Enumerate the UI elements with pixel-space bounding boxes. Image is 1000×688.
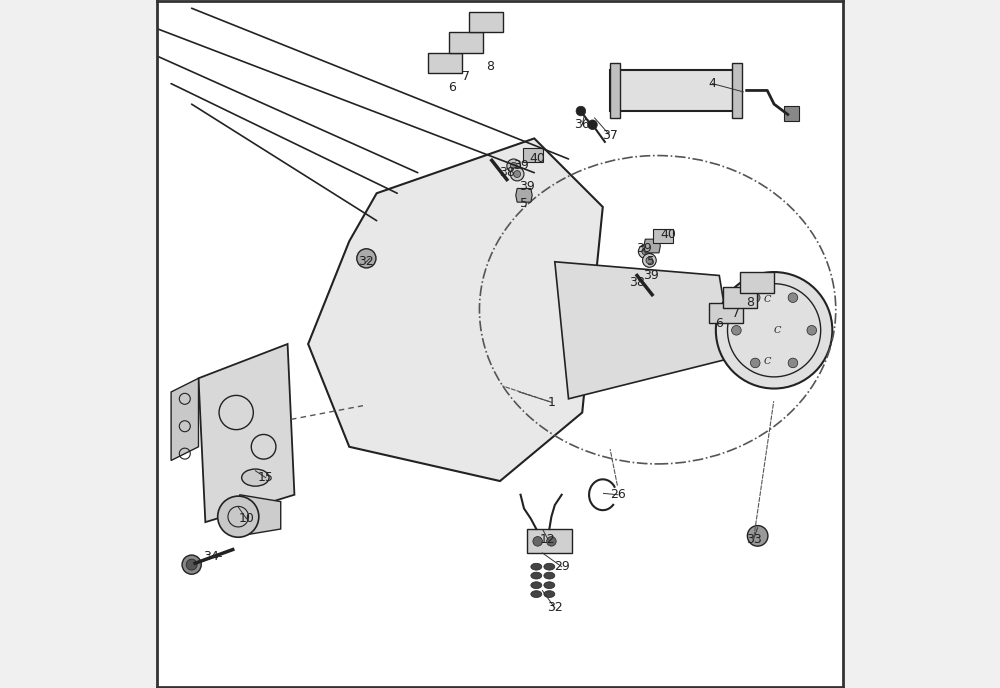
Bar: [740, 272, 774, 292]
Text: 5: 5: [520, 197, 528, 210]
Text: 8: 8: [746, 297, 754, 310]
Bar: [723, 287, 757, 308]
Bar: [449, 32, 483, 53]
Circle shape: [182, 555, 201, 574]
Bar: [469, 12, 503, 32]
Circle shape: [716, 272, 832, 389]
Text: 4: 4: [708, 77, 716, 90]
Text: 40: 40: [660, 228, 676, 241]
Text: 39: 39: [513, 160, 528, 172]
Text: 7: 7: [732, 307, 740, 320]
Polygon shape: [171, 378, 199, 460]
Circle shape: [732, 325, 741, 335]
Circle shape: [750, 358, 760, 367]
Text: 37: 37: [602, 129, 618, 142]
Text: 8: 8: [486, 60, 494, 73]
Bar: [428, 53, 462, 74]
Bar: [610, 70, 733, 111]
Bar: [610, 63, 620, 118]
Text: 7: 7: [462, 70, 470, 83]
Text: 29: 29: [554, 560, 570, 573]
Circle shape: [588, 120, 597, 129]
Circle shape: [646, 257, 653, 264]
Text: 15: 15: [258, 471, 274, 484]
Polygon shape: [516, 189, 532, 202]
Ellipse shape: [531, 582, 542, 589]
Text: 38: 38: [629, 276, 645, 289]
Circle shape: [510, 162, 517, 169]
Circle shape: [788, 358, 798, 367]
Circle shape: [514, 171, 521, 178]
Bar: [523, 148, 543, 162]
Circle shape: [788, 293, 798, 303]
Circle shape: [747, 526, 768, 546]
Circle shape: [642, 248, 649, 255]
Bar: [732, 63, 742, 118]
Polygon shape: [555, 261, 733, 399]
Text: 32: 32: [359, 255, 374, 268]
Circle shape: [186, 559, 197, 570]
Text: 26: 26: [610, 488, 626, 502]
Text: 6: 6: [715, 317, 723, 330]
Circle shape: [643, 254, 656, 267]
Text: 34: 34: [203, 550, 219, 563]
Circle shape: [533, 537, 542, 546]
Ellipse shape: [544, 572, 555, 579]
Polygon shape: [644, 239, 660, 253]
Polygon shape: [308, 138, 603, 481]
Text: 39: 39: [520, 180, 535, 193]
Text: C: C: [774, 326, 781, 335]
Text: 12: 12: [540, 533, 556, 546]
Circle shape: [807, 325, 817, 335]
Text: C: C: [763, 356, 771, 365]
Text: 6: 6: [448, 80, 456, 94]
Text: 5: 5: [647, 255, 655, 268]
Circle shape: [357, 249, 376, 268]
Text: 36: 36: [574, 118, 590, 131]
Ellipse shape: [531, 591, 542, 598]
Bar: [709, 303, 743, 323]
Text: 10: 10: [239, 513, 254, 525]
Ellipse shape: [544, 582, 555, 589]
Circle shape: [576, 106, 586, 116]
Circle shape: [510, 167, 524, 181]
Ellipse shape: [242, 469, 269, 486]
Text: 1: 1: [547, 396, 555, 409]
Circle shape: [638, 245, 652, 259]
Text: 40: 40: [530, 153, 546, 166]
Bar: [784, 106, 799, 121]
Circle shape: [507, 159, 521, 173]
Text: 39: 39: [636, 241, 652, 255]
Text: 32: 32: [547, 601, 563, 614]
Circle shape: [218, 496, 259, 537]
Polygon shape: [199, 344, 294, 522]
Text: 38: 38: [499, 166, 515, 179]
Bar: [527, 529, 572, 553]
Ellipse shape: [531, 563, 542, 570]
Polygon shape: [240, 495, 281, 536]
Ellipse shape: [531, 572, 542, 579]
Circle shape: [547, 537, 556, 546]
Ellipse shape: [544, 591, 555, 598]
Text: 33: 33: [746, 533, 761, 546]
Text: 39: 39: [643, 269, 659, 282]
Bar: [653, 229, 673, 243]
Circle shape: [750, 293, 760, 303]
Text: C: C: [763, 295, 771, 304]
Ellipse shape: [544, 563, 555, 570]
